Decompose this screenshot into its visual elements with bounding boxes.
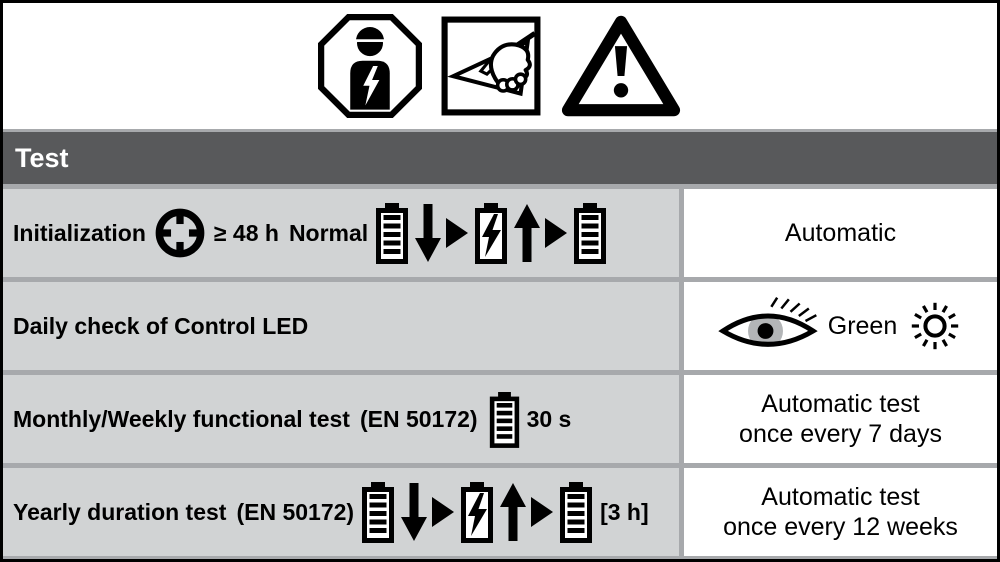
- table-row: Yearly duration test (EN 50172) [3 h] Au…: [3, 468, 997, 556]
- follow-instructions-icon: [440, 14, 542, 118]
- next-triangle-icon: [446, 218, 469, 248]
- duration-text: 30 s: [526, 405, 572, 432]
- battery-full-icon: [488, 391, 521, 448]
- row-functional-test-cell: Monthly/Weekly functional test (EN 50172…: [3, 375, 679, 463]
- table-row: Daily check of Control LED Green: [3, 282, 997, 370]
- result-line2: once every 12 weeks: [723, 513, 958, 541]
- result-line1: Automatic test: [761, 389, 920, 418]
- row-duration-test-result: Automatic test once every 12 weeks: [684, 468, 997, 556]
- arrow-up-icon: [500, 483, 527, 541]
- divider: [3, 129, 997, 132]
- arrow-down-icon: [415, 204, 442, 262]
- led-color-text: Green: [827, 311, 898, 340]
- battery-charging-icon: [459, 481, 495, 543]
- charge-ring-icon: [152, 205, 208, 261]
- table-header: Test: [3, 132, 997, 184]
- mode-text: Normal: [288, 219, 369, 246]
- led-glow-icon: [907, 298, 963, 354]
- standard-text: (EN 50172): [359, 405, 478, 432]
- row-daily-check-result: Green: [684, 282, 997, 370]
- table-row: Initialization ≥ 48 h Normal Automatic: [3, 189, 997, 277]
- warning-icon: [560, 13, 682, 119]
- arrow-up-icon: [514, 204, 541, 262]
- row-label: Daily check of Control LED: [13, 312, 309, 339]
- table-title: Test: [15, 142, 69, 173]
- discharge-charge-sequence: [374, 202, 608, 264]
- result-text: Automatic: [784, 218, 897, 247]
- qualified-electrician-icon: [318, 14, 422, 118]
- row-label: Monthly/Weekly functional test: [13, 405, 350, 432]
- row-duration-test-cell: Yearly duration test (EN 50172) [3 h]: [3, 468, 679, 556]
- next-triangle-icon: [545, 218, 568, 248]
- battery-full-icon: [558, 481, 594, 543]
- arrow-down-icon: [401, 483, 428, 541]
- table-row: Monthly/Weekly functional test (EN 50172…: [3, 375, 997, 463]
- row-label: Initialization: [13, 219, 146, 246]
- duration-text: [3 h]: [600, 498, 649, 525]
- row-initialization-cell: Initialization ≥ 48 h Normal: [3, 189, 679, 277]
- standard-text: (EN 50172): [236, 498, 355, 525]
- result-line2: once every 7 days: [739, 420, 942, 448]
- next-triangle-icon: [531, 497, 554, 527]
- battery-full-icon: [360, 481, 396, 543]
- row-label: Yearly duration test: [13, 498, 227, 525]
- threshold-text: ≥ 48 h: [213, 219, 279, 246]
- safety-icons-band: [3, 3, 997, 129]
- next-triangle-icon: [432, 497, 455, 527]
- battery-full-icon: [374, 202, 410, 264]
- eye-icon: [718, 295, 818, 357]
- row-daily-check-cell: Daily check of Control LED: [3, 282, 679, 370]
- battery-charging-icon: [473, 202, 509, 264]
- battery-full-icon: [572, 202, 608, 264]
- result-line1: Automatic test: [761, 482, 920, 511]
- discharge-charge-sequence: [360, 481, 594, 543]
- row-initialization-result: Automatic: [684, 189, 997, 277]
- row-functional-test-result: Automatic test once every 7 days: [684, 375, 997, 463]
